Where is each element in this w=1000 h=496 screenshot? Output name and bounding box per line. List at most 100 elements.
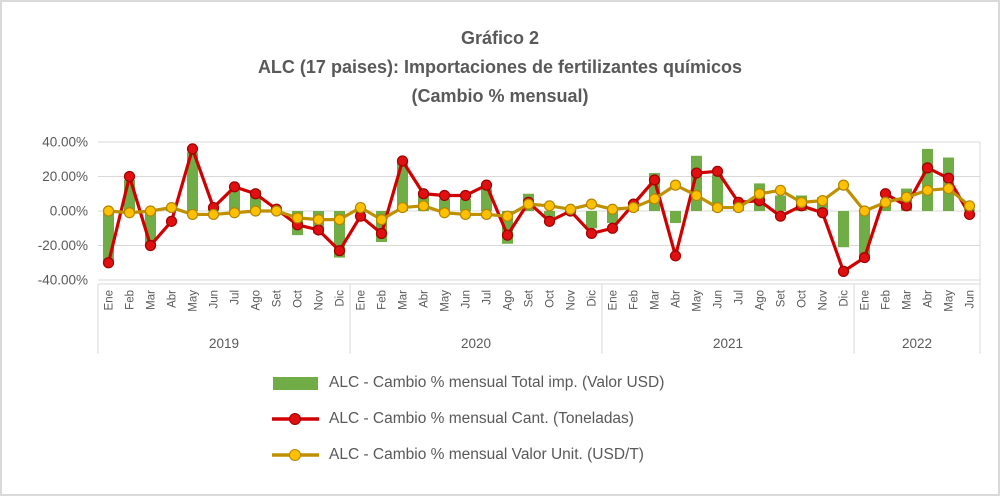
marker-cantidad — [480, 179, 493, 191]
marker-valor-unit — [816, 195, 829, 207]
x-axis-month-label: Nov — [314, 290, 326, 311]
marker-valor-unit — [123, 207, 136, 219]
x-axis-month-label: Jun — [209, 290, 221, 309]
x-axis-month-label: Ago — [503, 290, 515, 310]
marker-cantidad — [606, 222, 619, 234]
x-axis-month-label: Jul — [734, 290, 746, 305]
bar-total-imp — [397, 162, 408, 211]
x-axis-month-label: May — [944, 290, 956, 312]
bar-total-imp — [670, 211, 681, 224]
x-axis-month-label: Mar — [146, 290, 158, 310]
legend-label-cantidad: ALC - Cambio % mensual Cant. (Toneladas) — [329, 410, 634, 427]
x-axis-year-label: 2020 — [461, 336, 491, 351]
x-axis-month-label: Ene — [104, 290, 116, 310]
x-axis-month-label: Jul — [230, 290, 242, 305]
marker-valor-unit — [165, 201, 178, 214]
x-axis-month-label: Mar — [398, 290, 410, 310]
marker-valor-unit — [354, 201, 367, 214]
bar-total-imp — [922, 148, 933, 211]
legend-label-total-imp: ALC - Cambio % mensual Total imp. (Valor… — [329, 374, 665, 391]
marker-valor-unit — [837, 179, 850, 191]
marker-valor-unit — [186, 208, 199, 221]
legend-label-valor-unit: ALC - Cambio % mensual Valor Unit. (USD/… — [329, 446, 644, 463]
marker-cantidad — [501, 229, 514, 241]
bar-total-imp — [124, 179, 135, 211]
bar-total-imp — [439, 198, 450, 211]
x-axis-month-label: Abr — [923, 290, 935, 308]
marker-cantidad — [585, 227, 598, 240]
bar-total-imp — [145, 211, 156, 248]
marker-valor-unit — [333, 214, 346, 226]
y-axis-tick-label: -20.00% — [38, 238, 88, 253]
marker-valor-unit — [543, 200, 556, 212]
marker-valor-unit — [879, 196, 892, 208]
bar-total-imp — [859, 211, 870, 258]
marker-cantidad — [942, 172, 955, 184]
x-axis-month-label: Oct — [545, 289, 557, 308]
x-axis-year-label: 2019 — [209, 336, 239, 351]
marker-cantidad — [417, 188, 430, 200]
x-axis-month-label: Jun — [965, 290, 977, 309]
chart-plot-area: 40.00% 20.00% 0.00% -20.00% -40.00% Ene Feb Mar… — [38, 135, 981, 354]
x-axis-month-label: May — [440, 290, 452, 312]
x-axis-month-label: Ene — [860, 290, 872, 310]
marker-cantidad — [249, 188, 262, 200]
x-axis-month-label: Dic — [587, 290, 599, 307]
bar-total-imp — [376, 211, 387, 243]
marker-valor-unit — [858, 205, 871, 217]
x-axis-month-label: Abr — [167, 290, 179, 308]
marker-valor-unit — [648, 193, 661, 205]
marker-valor-unit — [417, 200, 430, 212]
bar-total-imp — [502, 211, 513, 244]
marker-valor-unit — [774, 184, 787, 196]
bar-total-imp — [460, 198, 471, 211]
x-axis-month-label: Oct — [293, 289, 305, 308]
x-axis-month-label: Feb — [881, 290, 893, 310]
x-axis-month-label: Jul — [482, 290, 494, 305]
marker-valor-unit — [585, 198, 598, 210]
marker-valor-unit — [228, 207, 241, 219]
bar-total-imp — [838, 211, 849, 248]
x-axis-month-label: Mar — [902, 290, 914, 310]
bar-total-imp — [229, 190, 240, 211]
bar-total-imp — [250, 190, 261, 211]
bar-total-imp — [334, 211, 345, 258]
chart-title-line-3: (Cambio % mensual) — [411, 86, 589, 106]
legend-item-total-imp: ALC - Cambio % mensual Total imp. (Valor… — [272, 370, 664, 396]
marker-cantidad — [102, 257, 115, 269]
chart-legend: ALC - Cambio % mensual Total imp. (Valor… — [272, 370, 664, 478]
marker-cantidad — [123, 170, 136, 183]
marker-cantidad — [690, 167, 703, 179]
marker-cantidad — [375, 227, 388, 240]
marker-cantidad — [543, 215, 556, 227]
marker-valor-unit — [606, 203, 619, 215]
marker-cantidad — [333, 245, 346, 257]
marker-cantidad — [312, 224, 325, 236]
marker-valor-unit — [480, 208, 493, 221]
bar-total-imp — [712, 174, 723, 211]
x-axis-month-label: Feb — [377, 290, 389, 310]
x-axis-year-label: 2021 — [713, 336, 743, 351]
chart-title-line-1: Gráfico 2 — [460, 28, 540, 48]
marker-valor-unit — [753, 188, 766, 200]
marker-valor-unit — [564, 203, 577, 215]
x-axis-month-label: Jun — [461, 290, 473, 309]
line-series-swatch-icon — [272, 449, 319, 461]
marker-valor-unit — [732, 201, 745, 214]
marker-valor-unit — [690, 189, 703, 202]
bar-total-imp — [481, 188, 492, 211]
x-axis-month-label: Abr — [671, 290, 683, 308]
x-axis-month-label: Set — [776, 289, 788, 307]
y-axis-tick-label: -40.00% — [38, 273, 88, 288]
marker-valor-unit — [249, 205, 262, 217]
marker-cantidad — [648, 174, 661, 186]
marker-cantidad — [669, 250, 682, 262]
x-axis-month-label: Mar — [650, 290, 662, 310]
marker-valor-unit — [438, 207, 451, 219]
marker-cantidad — [396, 155, 409, 167]
y-axis-tick-label: 0.00% — [50, 204, 88, 219]
marker-valor-unit — [501, 210, 514, 222]
x-axis-month-label: Nov — [818, 290, 830, 311]
marker-cantidad — [711, 165, 724, 177]
legend-item-valor-unit: ALC - Cambio % mensual Valor Unit. (USD/… — [272, 442, 664, 468]
